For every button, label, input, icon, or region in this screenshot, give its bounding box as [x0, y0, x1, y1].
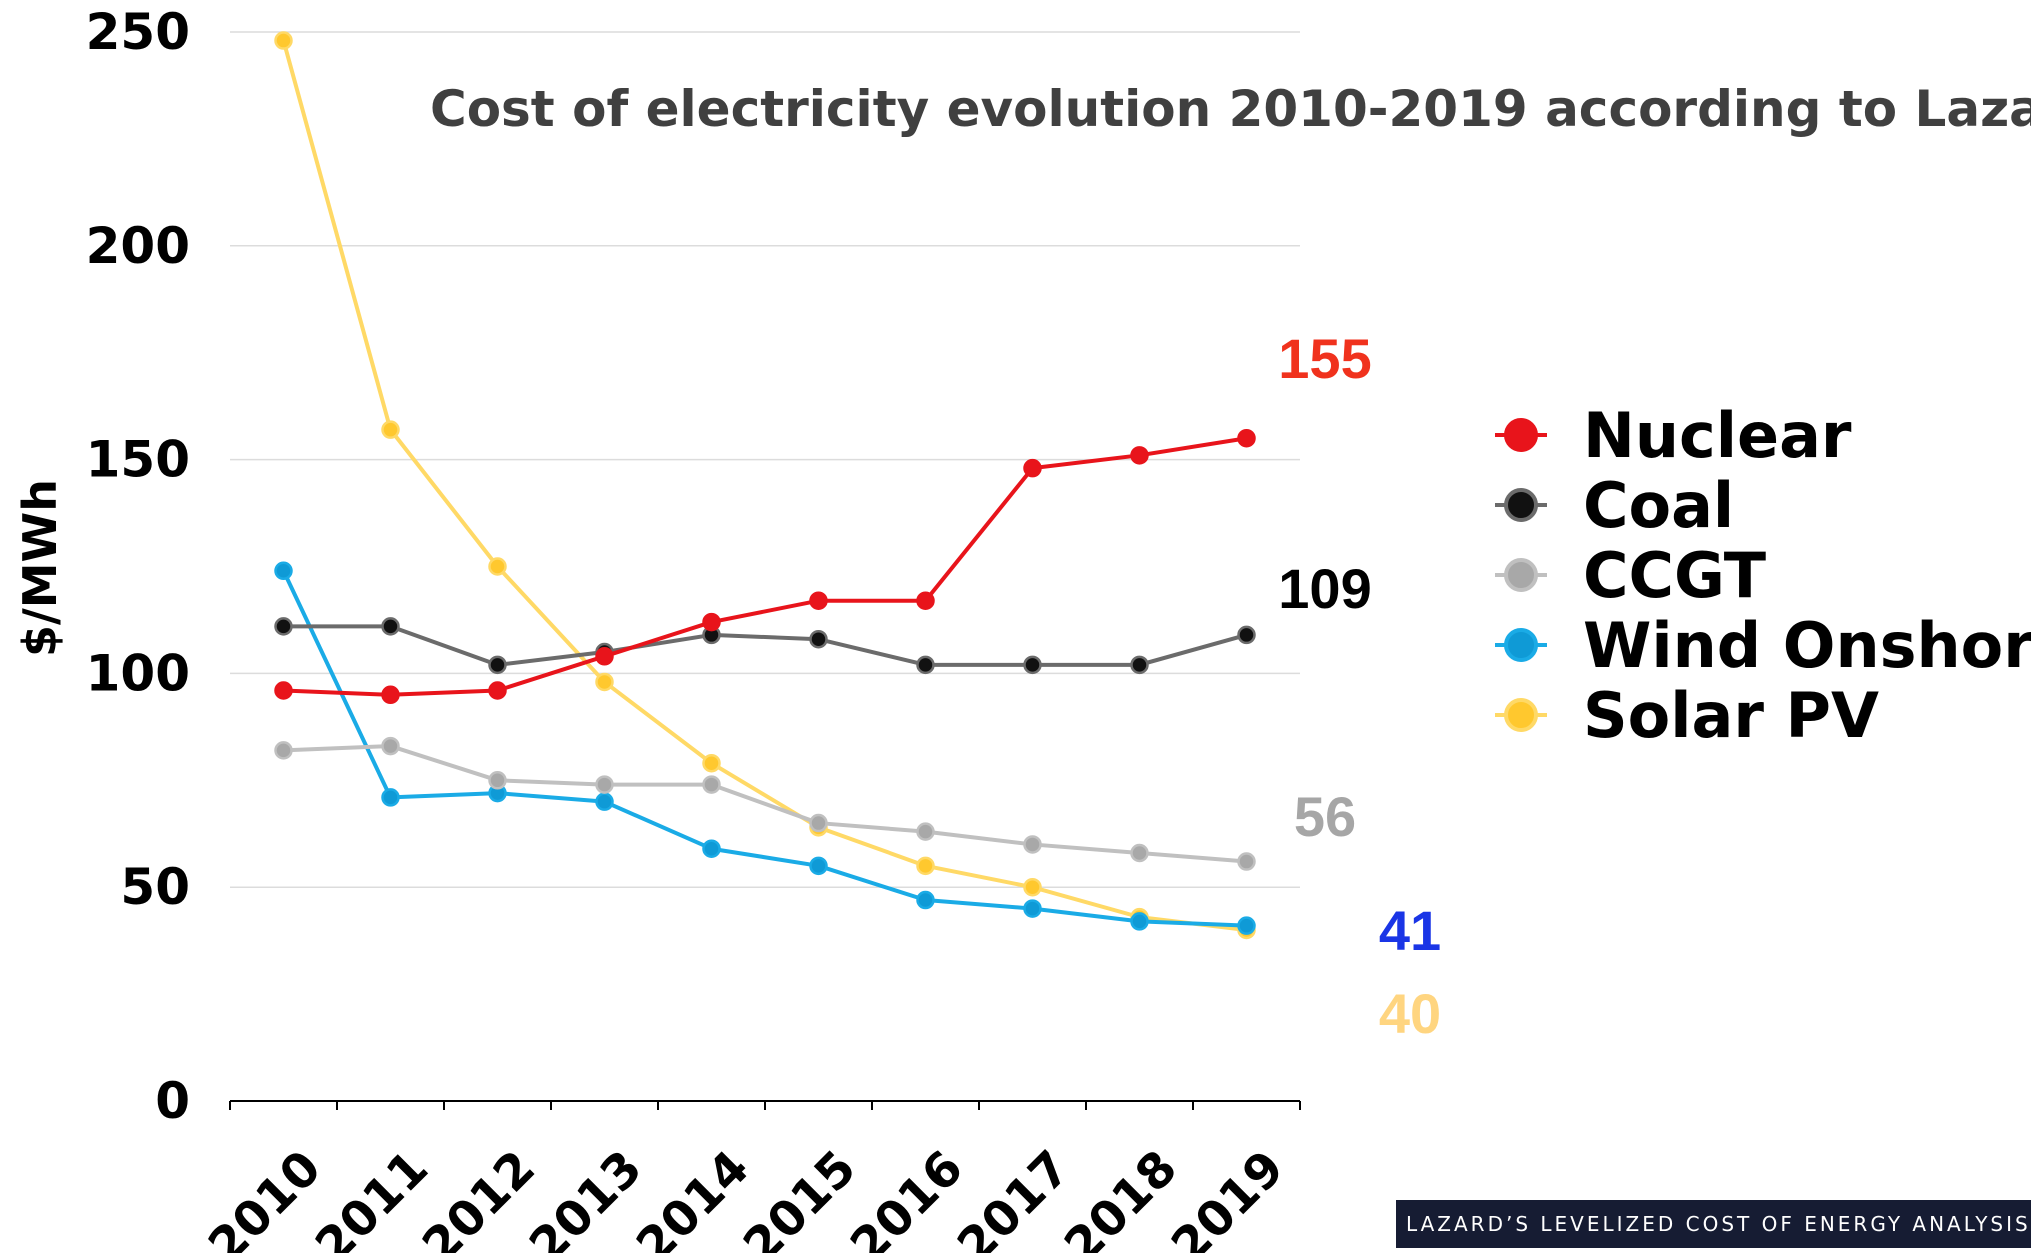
series-wind-onshore — [274, 561, 1256, 935]
end-label-nuclear: 155 — [1278, 327, 1371, 390]
data-point — [488, 681, 507, 700]
legend-label: Coal — [1583, 469, 1734, 542]
series-coal — [274, 617, 1256, 675]
data-point — [1130, 655, 1149, 675]
series-line-coal — [283, 624, 1248, 667]
data-point — [488, 771, 507, 790]
series-ccgt — [274, 736, 1256, 871]
data-point — [595, 775, 614, 794]
y-axis-ticks: 0 50 100 150 200 250 — [86, 3, 190, 1130]
data-point — [1023, 458, 1042, 478]
legend-item-solar-pv: Solar PV — [1495, 679, 1879, 752]
data-point — [1023, 877, 1042, 897]
data-point — [809, 591, 828, 610]
data-point — [595, 672, 614, 692]
legend-item-ccgt: CCGT — [1495, 539, 1766, 612]
legend-item-nuclear: Nuclear — [1495, 399, 1852, 472]
y-tick-label: 250 — [86, 3, 190, 61]
source-banner: LAZARD’S LEVELIZED COST OF ENERGY ANALYS… — [1396, 1200, 2031, 1248]
data-point — [916, 655, 935, 675]
data-point — [381, 736, 400, 756]
data-point — [274, 561, 293, 581]
end-label-solar-pv: 40 — [1379, 982, 1441, 1045]
data-point — [702, 753, 721, 773]
y-tick-label: 150 — [86, 431, 190, 489]
data-point — [916, 890, 935, 910]
data-point — [488, 655, 507, 675]
chart-title: Cost of electricity evolution 2010-2019 … — [430, 80, 2031, 138]
y-tick-label: 100 — [86, 644, 190, 702]
y-tick-label: 0 — [155, 1072, 190, 1130]
data-point — [595, 647, 614, 666]
data-point — [1237, 852, 1256, 871]
legend-label: Nuclear — [1583, 399, 1852, 472]
legend-label: CCGT — [1583, 539, 1766, 612]
x-tick-label: 2019 — [1161, 1140, 1295, 1253]
legend-marker — [1504, 558, 1538, 592]
data-point — [809, 813, 828, 833]
legend-label: Wind Onshore — [1583, 609, 2031, 682]
end-label-wind-onshore: 41 — [1379, 899, 1441, 962]
data-point — [809, 856, 828, 876]
legend-marker — [1504, 488, 1538, 522]
legend-item-wind-onshore: Wind Onshore — [1495, 609, 2031, 682]
y-axis-title: $/MWh — [13, 479, 67, 657]
data-point — [1237, 916, 1256, 935]
end-label-ccgt: 56 — [1294, 785, 1356, 848]
data-point — [916, 822, 935, 841]
series-line-solar-pv — [281, 40, 1247, 932]
series-line-wind-onshore — [281, 569, 1247, 928]
data-point — [1237, 625, 1256, 645]
y-tick-label: 200 — [86, 217, 190, 275]
data-point — [702, 775, 721, 794]
end-label-coal: 109 — [1278, 557, 1371, 620]
legend-label: Solar PV — [1583, 679, 1879, 752]
data-point — [1130, 912, 1149, 931]
data-point — [274, 31, 293, 50]
data-point — [702, 839, 721, 858]
gridlines — [230, 31, 1300, 888]
legend-item-coal: Coal — [1495, 469, 1734, 542]
series-line-nuclear — [283, 436, 1247, 697]
x-axis — [229, 1100, 1301, 1110]
data-point — [381, 617, 400, 636]
data-point — [595, 792, 614, 811]
data-point — [274, 617, 293, 636]
legend-marker — [1504, 698, 1538, 732]
data-point — [1130, 446, 1149, 465]
data-point — [1023, 655, 1042, 675]
legend-marker — [1504, 418, 1538, 452]
data-point — [381, 420, 400, 439]
data-point — [1023, 899, 1042, 918]
data-point — [1130, 843, 1149, 863]
data-point — [916, 856, 935, 876]
data-point — [274, 741, 293, 760]
end-value-labels: 155 109 56 41 40 — [1278, 327, 1441, 1045]
data-point — [381, 685, 400, 705]
data-point — [809, 629, 828, 649]
data-point — [1023, 835, 1042, 854]
data-point — [916, 591, 935, 610]
y-tick-label: 50 — [120, 858, 190, 916]
legend-marker — [1504, 628, 1538, 662]
data-point — [702, 612, 721, 632]
data-point — [1237, 428, 1256, 448]
series-lines — [274, 31, 1256, 940]
series-nuclear — [274, 428, 1256, 705]
data-point — [381, 788, 400, 807]
data-point — [274, 681, 293, 700]
data-point — [488, 557, 507, 576]
series-line-ccgt — [283, 744, 1247, 864]
